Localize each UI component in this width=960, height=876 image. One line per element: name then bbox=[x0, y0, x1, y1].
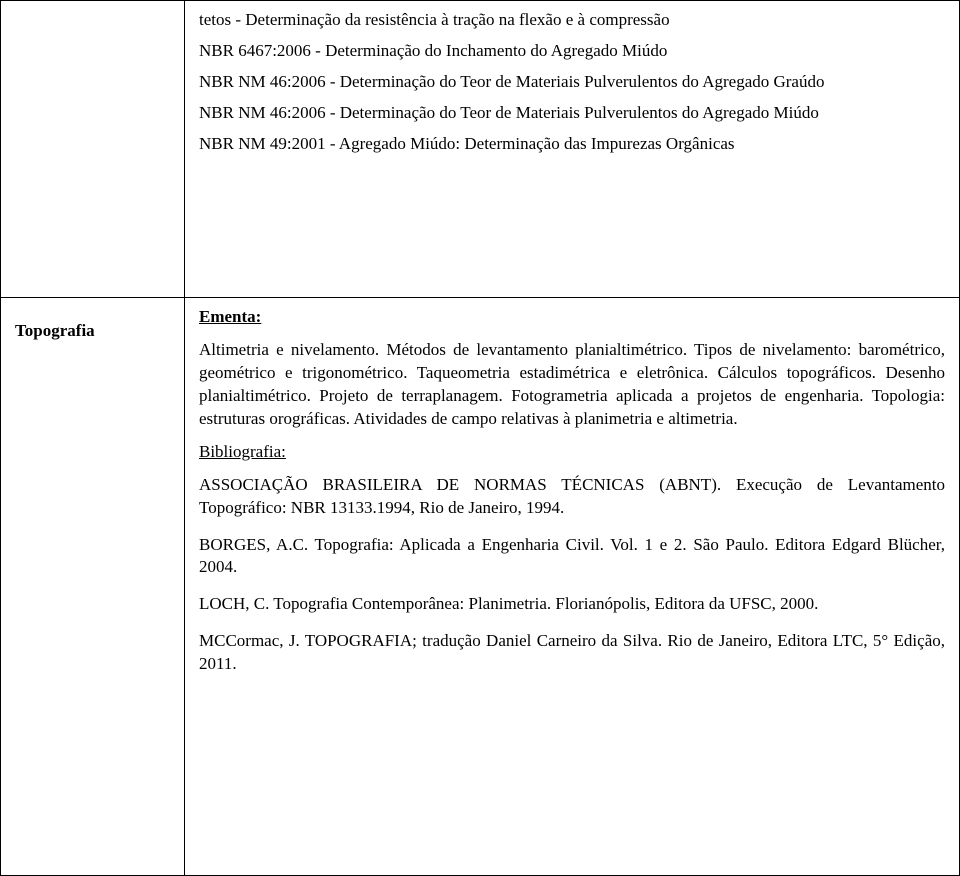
content-table: tetos - Determinação da resistência à tr… bbox=[0, 0, 960, 876]
row1-right-cell: tetos - Determinação da resistência à tr… bbox=[185, 1, 960, 298]
table-row: tetos - Determinação da resistência à tr… bbox=[1, 1, 960, 298]
page: tetos - Determinação da resistência à tr… bbox=[0, 0, 960, 876]
nbr-paragraph: NBR NM 46:2006 - Determinação do Teor de… bbox=[199, 102, 945, 125]
ementa-body: Altimetria e nivelamento. Métodos de lev… bbox=[199, 339, 945, 431]
bibliografia-item: BORGES, A.C. Topografia: Aplicada a Enge… bbox=[199, 534, 945, 580]
bibliografia-item: LOCH, C. Topografia Contemporânea: Plani… bbox=[199, 593, 945, 616]
row2-left-cell: Topografia bbox=[1, 298, 185, 876]
nbr-paragraph: NBR 6467:2006 - Determinação do Inchamen… bbox=[199, 40, 945, 63]
bibliografia-item: ASSOCIAÇÃO BRASILEIRA DE NORMAS TÉCNICAS… bbox=[199, 474, 945, 520]
table-row: Topografia Ementa: Altimetria e nivelame… bbox=[1, 298, 960, 876]
topografia-label: Topografia bbox=[15, 306, 170, 343]
nbr-paragraph: tetos - Determinação da resistência à tr… bbox=[199, 9, 945, 32]
bibliografia-heading: Bibliografia: bbox=[199, 442, 286, 461]
nbr-paragraph: NBR NM 49:2001 - Agregado Miúdo: Determi… bbox=[199, 133, 945, 156]
bibliografia-item: MCCormac, J. TOPOGRAFIA; tradução Daniel… bbox=[199, 630, 945, 676]
nbr-paragraph: NBR NM 46:2006 - Determinação do Teor de… bbox=[199, 71, 945, 94]
row1-left-cell bbox=[1, 1, 185, 298]
ementa-heading: Ementa: bbox=[199, 307, 261, 326]
row2-right-cell: Ementa: Altimetria e nivelamento. Método… bbox=[185, 298, 960, 876]
